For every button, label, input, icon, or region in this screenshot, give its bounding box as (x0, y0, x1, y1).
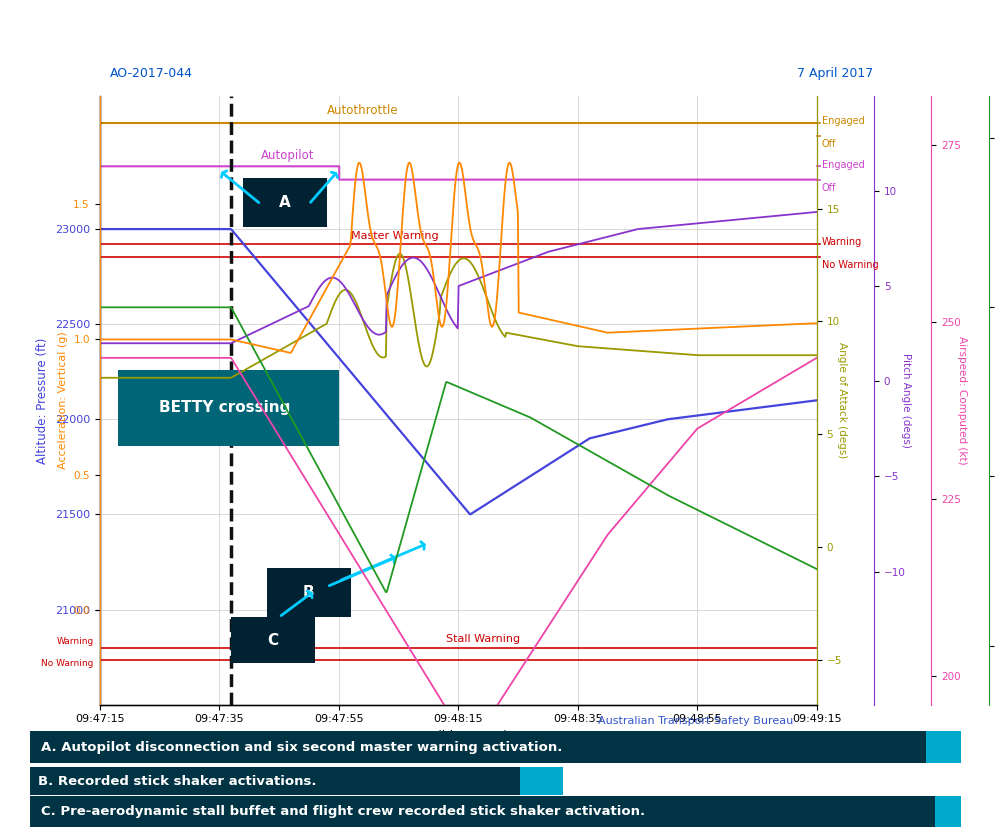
FancyBboxPatch shape (30, 796, 935, 827)
Text: 7 April 2017: 7 April 2017 (797, 67, 873, 80)
Text: Engaged: Engaged (822, 116, 865, 126)
Y-axis label: Angle of Attack (degs): Angle of Attack (degs) (838, 342, 848, 459)
FancyBboxPatch shape (267, 568, 351, 617)
Text: AO-2017-044: AO-2017-044 (110, 67, 192, 80)
Text: A: A (279, 195, 291, 210)
Text: BETTY crossing: BETTY crossing (159, 400, 291, 415)
FancyBboxPatch shape (118, 369, 339, 446)
Y-axis label: Airspeed: Computed (kt): Airspeed: Computed (kt) (956, 336, 966, 465)
Text: Master Warning: Master Warning (351, 231, 438, 240)
Text: Stall Warning: Stall Warning (446, 634, 520, 644)
Text: C: C (267, 632, 279, 647)
FancyBboxPatch shape (30, 731, 925, 763)
X-axis label: UTC (hh:mm:ss): UTC (hh:mm:ss) (408, 730, 508, 743)
FancyBboxPatch shape (231, 617, 315, 663)
Text: Warning: Warning (822, 237, 862, 247)
FancyBboxPatch shape (30, 767, 520, 795)
FancyBboxPatch shape (925, 731, 961, 763)
Text: Engaged: Engaged (822, 159, 865, 169)
FancyBboxPatch shape (935, 796, 961, 827)
Text: Australian Transport Safety Bureau: Australian Transport Safety Bureau (598, 716, 793, 726)
Y-axis label: Pitch Angle (degs): Pitch Angle (degs) (901, 353, 911, 448)
Text: Warning: Warning (57, 637, 94, 646)
Text: C. Pre-aerodynamic stall buffet and flight crew recorded stick shaker activation: C. Pre-aerodynamic stall buffet and flig… (41, 805, 645, 818)
FancyBboxPatch shape (520, 767, 563, 795)
Text: Autothrottle: Autothrottle (327, 104, 398, 117)
Text: Off: Off (822, 139, 836, 149)
Text: B: B (303, 585, 315, 600)
Text: B. Recorded stick shaker activations.: B. Recorded stick shaker activations. (38, 775, 317, 787)
FancyBboxPatch shape (243, 178, 327, 227)
Text: No Warning: No Warning (41, 659, 94, 668)
Y-axis label: Acceleration: Vertical (g): Acceleration: Vertical (g) (58, 331, 68, 470)
Text: Autopilot: Autopilot (261, 148, 315, 162)
Text: No Warning: No Warning (822, 260, 878, 270)
Text: A. Autopilot disconnection and six second master warning activation.: A. Autopilot disconnection and six secon… (41, 741, 563, 754)
Y-axis label: Altitude: Pressure (ft): Altitude: Pressure (ft) (36, 337, 49, 464)
Text: Off: Off (822, 183, 836, 193)
